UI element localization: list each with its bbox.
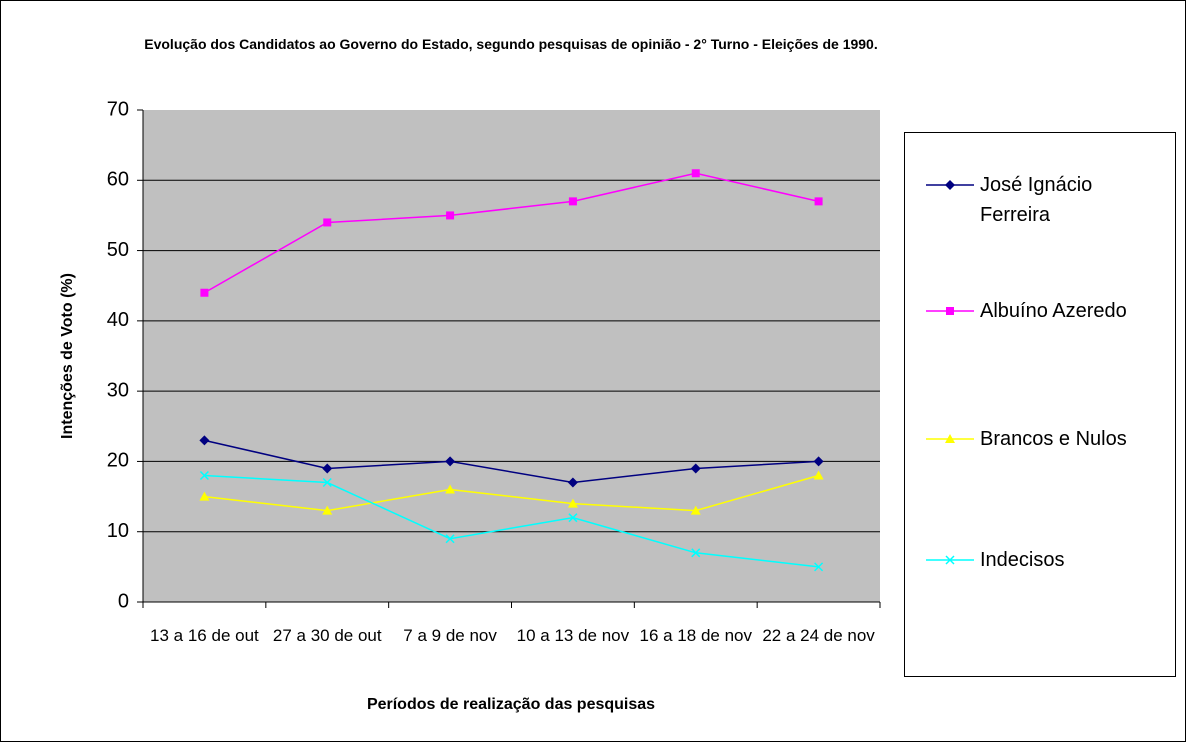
y-tick-label: 50: [107, 239, 129, 261]
series-line: [204, 474, 819, 512]
x-tick-label: 10 a 13 de nov: [516, 626, 630, 645]
marker: [322, 463, 333, 474]
marker: [690, 463, 701, 474]
legend-label: José Ignácio Ferreira: [980, 174, 1093, 226]
marker: [690, 505, 701, 515]
legend-label: Indecisos: [980, 549, 1065, 571]
marker: [813, 456, 824, 467]
marker: [445, 484, 456, 494]
x-tick-label: 27 a 30 de out: [272, 626, 382, 645]
x-tick-label: 7 a 9 de nov: [403, 626, 497, 645]
legend-label: Albuíno Azeredo: [980, 300, 1127, 322]
marker: [945, 180, 955, 190]
marker: [567, 498, 578, 508]
x-tick-label: 16 a 18 de nov: [639, 626, 752, 645]
marker: [199, 435, 210, 446]
marker: [946, 307, 954, 315]
y-tick-label: 60: [107, 169, 129, 191]
marker: [814, 562, 824, 572]
marker: [322, 477, 332, 488]
series-line: [204, 474, 819, 568]
marker: [445, 534, 455, 544]
series-line: [204, 439, 819, 484]
series-line: [204, 172, 819, 294]
y-tick-label: 10: [107, 520, 129, 542]
marker: [200, 288, 209, 297]
marker: [445, 456, 456, 467]
legend-box: [904, 132, 1176, 677]
marker: [199, 491, 210, 501]
marker: [567, 477, 578, 488]
marker: [446, 211, 455, 220]
chart-title: Evolução dos Candidatos ao Governo do Es…: [144, 36, 878, 52]
y-tick-label: 70: [107, 98, 129, 120]
y-tick-label: 30: [107, 379, 129, 401]
marker: [814, 197, 823, 206]
plot-area: [143, 110, 880, 602]
marker: [568, 197, 577, 206]
y-tick-label: 40: [107, 309, 129, 331]
marker: [945, 555, 955, 565]
marker: [323, 218, 332, 227]
marker: [568, 513, 578, 523]
x-tick-label: 13 a 16 de out: [150, 626, 259, 645]
marker: [322, 505, 333, 515]
marker: [199, 470, 209, 481]
marker: [813, 470, 824, 480]
legend-label: Brancos e Nulos: [980, 428, 1127, 450]
x-tick-label: 22 a 24 de nov: [762, 626, 875, 645]
marker: [945, 434, 955, 443]
marker: [691, 169, 700, 178]
x-axis-label: Períodos de realização das pesquisas: [367, 696, 655, 713]
y-tick-label: 20: [107, 450, 129, 472]
marker: [691, 548, 701, 558]
y-tick-label: 0: [118, 590, 129, 612]
y-axis-label: Intenções de Voto (%): [59, 273, 76, 439]
